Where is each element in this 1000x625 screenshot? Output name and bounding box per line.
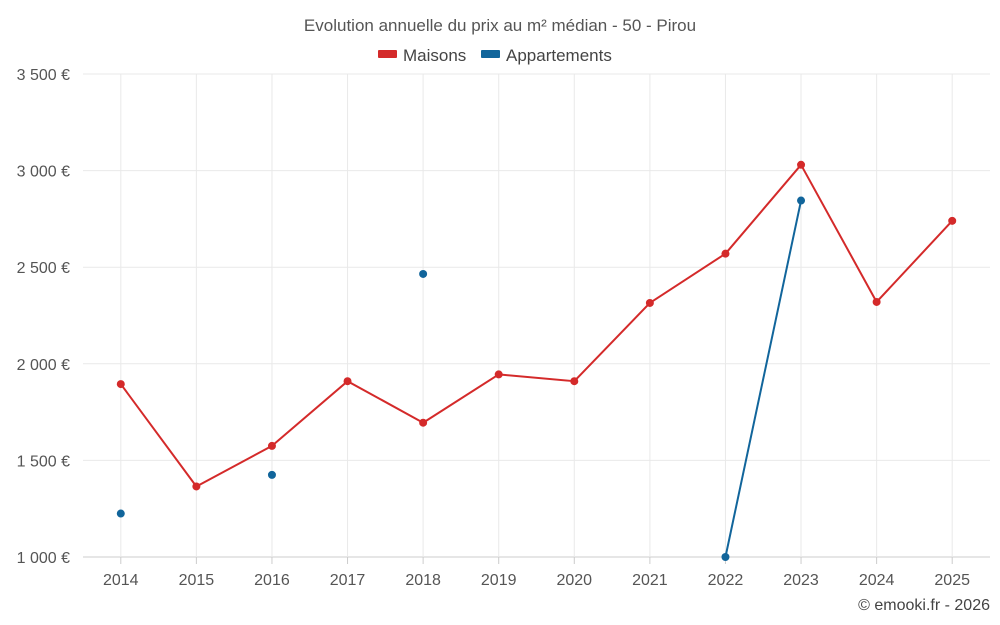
y-axis: 1 000 € 1 500 € 2 000 € 2 500 € 3 000 € 3 500… <box>17 67 70 567</box>
data-point-appartements-2022[interactable] <box>721 553 730 561</box>
legend: Maisons Appartements <box>378 46 612 65</box>
y-tick-label: 2 500 € <box>17 260 70 277</box>
data-point-maisons-2017[interactable] <box>343 377 352 386</box>
data-point-maisons-2015[interactable] <box>192 482 201 491</box>
legend-label-appartements[interactable]: Appartements <box>506 46 612 65</box>
series-line-maisons <box>119 163 953 488</box>
grid <box>83 73 990 558</box>
x-axis: 2014 2015 2016 2017 2018 2019 2020 2021 2022 2023… <box>103 557 970 589</box>
x-tick-label: 2021 <box>632 572 668 589</box>
x-tick-label: 2019 <box>481 572 517 589</box>
data-point-maisons-2014[interactable] <box>116 380 125 389</box>
data-point-appartements-2018[interactable] <box>419 269 428 278</box>
y-tick-label: 3 500 € <box>17 67 70 84</box>
data-point-maisons-2020[interactable] <box>570 377 579 386</box>
data-point-maisons-2024[interactable] <box>872 297 881 306</box>
x-tick-label: 2016 <box>254 572 290 589</box>
data-point-maisons-2023[interactable] <box>797 160 806 169</box>
data-point-maisons-2018[interactable] <box>419 418 428 427</box>
series-line-appartements <box>724 200 803 558</box>
y-tick-label: 1 000 € <box>17 550 70 567</box>
y-tick-label: 2 000 € <box>17 357 70 374</box>
legend-swatch-maisons <box>378 50 397 58</box>
data-point-appartements-2014[interactable] <box>116 509 125 518</box>
data-point-appartements-2023[interactable] <box>797 196 806 205</box>
data-point-maisons-2021[interactable] <box>645 298 654 307</box>
data-point-appartements-2016[interactable] <box>267 470 276 479</box>
chart-title: Evolution annuelle du prix au m² médian … <box>304 16 696 35</box>
data-point-maisons-2016[interactable] <box>267 441 276 450</box>
x-tick-label: 2022 <box>708 572 744 589</box>
y-tick-label: 3 000 € <box>17 164 70 181</box>
x-tick-label: 2024 <box>859 572 895 589</box>
data-point-maisons-2019[interactable] <box>494 370 503 379</box>
data-point-maisons-2025[interactable] <box>948 216 957 225</box>
x-tick-label: 2023 <box>783 572 819 589</box>
x-tick-label: 2017 <box>330 572 366 589</box>
data-point-maisons-2022[interactable] <box>721 249 730 258</box>
x-tick-label: 2025 <box>934 572 970 589</box>
y-tick-label: 1 500 € <box>17 453 70 470</box>
x-tick-label: 2020 <box>556 572 592 589</box>
x-tick-label: 2014 <box>103 572 139 589</box>
legend-swatch-appartements <box>481 50 500 58</box>
copyright-credit: © emooki.fr - 2026 <box>858 597 990 614</box>
series <box>116 160 957 561</box>
x-tick-label: 2018 <box>405 572 441 589</box>
legend-label-maisons[interactable]: Maisons <box>403 46 466 65</box>
x-tick-label: 2015 <box>179 572 215 589</box>
